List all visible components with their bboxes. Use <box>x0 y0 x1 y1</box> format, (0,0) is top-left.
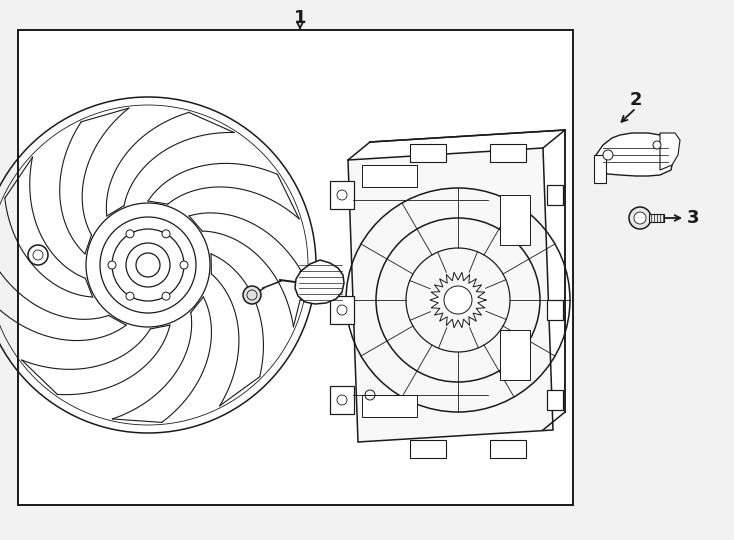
Circle shape <box>444 286 472 314</box>
Polygon shape <box>330 386 354 414</box>
Polygon shape <box>660 133 680 170</box>
Polygon shape <box>410 144 446 162</box>
Circle shape <box>653 141 661 149</box>
Circle shape <box>337 395 347 405</box>
Polygon shape <box>410 440 446 458</box>
Bar <box>18 30 573 505</box>
Bar <box>362 395 417 417</box>
Bar <box>362 165 417 187</box>
Circle shape <box>28 245 48 265</box>
Polygon shape <box>330 296 354 324</box>
Polygon shape <box>595 133 673 176</box>
Text: 3: 3 <box>687 209 700 227</box>
Circle shape <box>629 207 651 229</box>
Bar <box>594 155 606 183</box>
Bar <box>500 195 530 245</box>
Circle shape <box>337 190 347 200</box>
Text: 2: 2 <box>630 91 642 109</box>
Polygon shape <box>547 300 563 320</box>
Text: 1: 1 <box>294 9 306 27</box>
Polygon shape <box>295 260 344 304</box>
Circle shape <box>126 230 134 238</box>
Circle shape <box>162 292 170 300</box>
Circle shape <box>634 212 646 224</box>
Polygon shape <box>330 181 354 209</box>
Polygon shape <box>348 148 553 442</box>
Circle shape <box>108 261 116 269</box>
Circle shape <box>126 292 134 300</box>
Circle shape <box>162 230 170 238</box>
Bar <box>500 330 530 380</box>
Circle shape <box>337 305 347 315</box>
Polygon shape <box>490 440 526 458</box>
Polygon shape <box>547 390 563 410</box>
Circle shape <box>180 261 188 269</box>
Polygon shape <box>547 185 563 205</box>
Polygon shape <box>490 144 526 162</box>
Circle shape <box>243 286 261 304</box>
Circle shape <box>603 150 613 160</box>
Bar <box>649 214 664 222</box>
